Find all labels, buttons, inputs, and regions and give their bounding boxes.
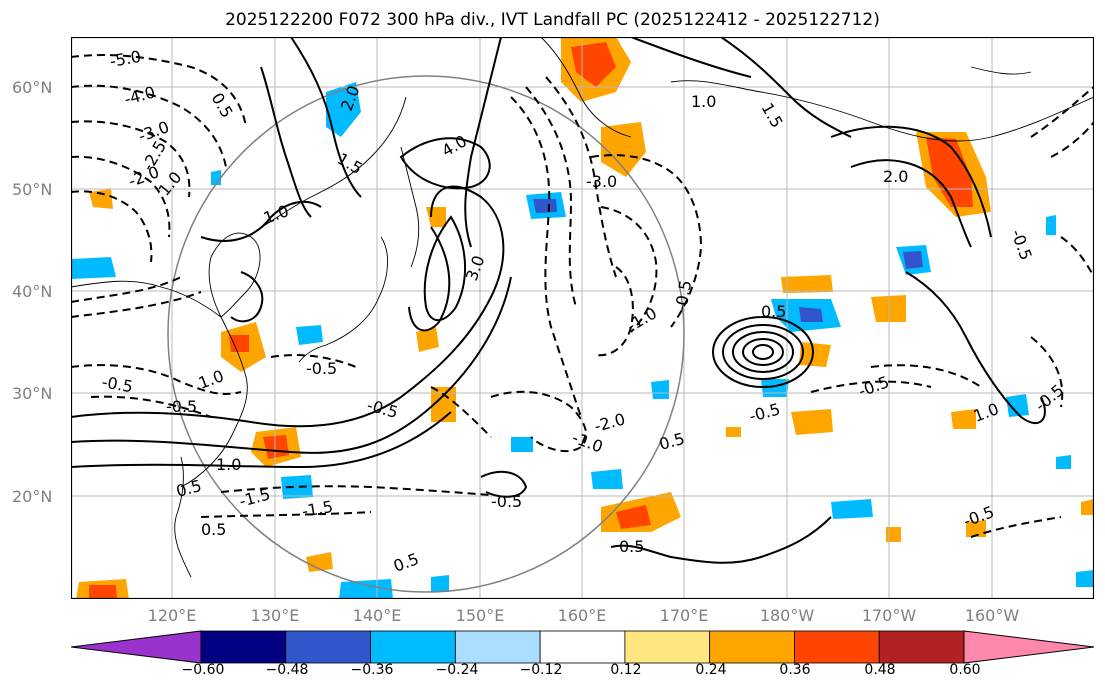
lat-label: 20°N — [12, 487, 53, 506]
contour-label: -0.5 — [491, 492, 522, 511]
colorbar-segment — [370, 630, 456, 664]
lon-label: 160°W — [964, 606, 1020, 625]
lon-label: 130°E — [250, 606, 300, 625]
colorbar-extend-high — [963, 630, 1094, 664]
colorbar — [71, 630, 1094, 664]
contour-label: -3.0 — [586, 172, 617, 191]
colorbar-tick-label: −0.60 — [181, 662, 225, 678]
colorbar-tick-label: −0.36 — [350, 662, 394, 678]
colorbar-segment — [200, 630, 287, 664]
colorbar-tick-label: 0.60 — [949, 662, 981, 678]
figure-title: 2025122200 F072 300 hPa div., IVT Landfa… — [225, 10, 880, 30]
colorbar-segment — [539, 630, 626, 664]
lat-label: 60°N — [12, 78, 53, 97]
graticule — [71, 37, 1094, 599]
colorbar-segment — [285, 630, 371, 664]
contour-label: 1.0 — [691, 92, 716, 111]
lon-label: 120°E — [147, 606, 197, 625]
colorbar-tick-label: 0.12 — [610, 662, 642, 678]
lat-label: 30°N — [12, 384, 53, 403]
contour-label: 0.5 — [201, 520, 226, 539]
landfall-region-circle — [167, 75, 685, 593]
colorbar-tick-label: −0.12 — [519, 662, 563, 678]
contour-label: -0.5 — [166, 397, 197, 416]
lon-label: 140°E — [352, 606, 402, 625]
colorbar-segment — [709, 630, 795, 664]
contour-label: 0.5 — [619, 537, 644, 556]
colorbar-tick-label: −0.24 — [435, 662, 479, 678]
contour-label: -0.5 — [306, 359, 337, 378]
low-center-contours — [712, 316, 814, 388]
colorbar-segment — [454, 630, 541, 664]
colorbar-segment — [794, 630, 880, 664]
negative-contours — [71, 54, 1094, 538]
colorbar-segment — [624, 630, 711, 664]
lat-label: 50°N — [12, 180, 53, 199]
colorbar-segment — [878, 630, 965, 664]
lon-label: 170°W — [861, 606, 917, 625]
contour-label: 1.0 — [216, 455, 241, 474]
colorbar-tick-label: 0.48 — [864, 662, 896, 678]
lon-label: 160°E — [557, 606, 607, 625]
colorbar-extend-low — [71, 630, 202, 664]
colorbar-tick-label: −0.48 — [265, 662, 309, 678]
contour-label: 2.0 — [883, 167, 908, 186]
lon-label: 150°E — [455, 606, 505, 625]
map-panel: -5.0 -4.0 -3.0 -2.0 -2.5 1.0 0.5 2.0 1.5… — [71, 37, 1094, 599]
lat-label: 40°N — [12, 282, 53, 301]
lon-label: 180°W — [759, 606, 815, 625]
lon-label: 170°E — [659, 606, 709, 625]
colorbar-tick-label: 0.36 — [779, 662, 811, 678]
colorbar-tick-label: 0.24 — [695, 662, 727, 678]
contour-label: 0.5 — [761, 302, 786, 321]
